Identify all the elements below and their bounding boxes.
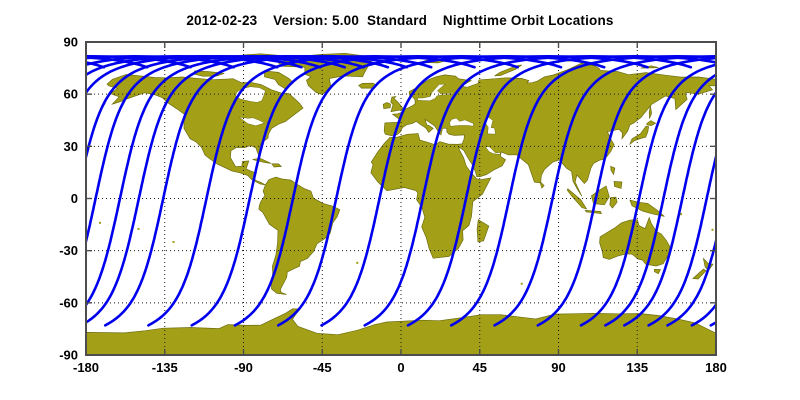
orbit-track [536,56,716,327]
x-axis-tick-label: 180 [705,360,727,375]
land-polygon [648,105,652,119]
land-polygon [238,116,266,127]
orbit-track [0,56,61,325]
land-polygon [610,165,616,176]
orbit-track [406,54,716,327]
land-polygon [258,176,341,295]
y-axis-tick-label: -90 [59,348,78,363]
plot-area [0,42,800,355]
land-polygon [485,146,501,155]
orbit-track [86,54,322,95]
land-polygon [417,83,455,102]
x-axis-tick-label: 90 [551,360,565,375]
land-polygon [449,117,474,127]
orbit-track [449,54,716,327]
land-polygon [702,257,714,271]
orbit-track [147,54,476,327]
land-polygon [629,125,649,146]
land-polygon [271,163,283,168]
small-island [356,261,359,264]
x-axis-tick-label: -90 [234,360,253,375]
orbit-track [363,54,693,327]
land-polygon [382,102,391,109]
small-island [172,240,175,243]
y-axis-tick-label: 60 [64,87,78,102]
y-axis-tick-label: -30 [59,243,78,258]
land-polygon [646,120,657,126]
land-polygon [390,96,404,113]
small-island [99,221,101,224]
land-polygon [370,62,716,259]
orbit-track [778,56,800,325]
orbit-track [647,151,716,327]
orbit-track [86,54,390,307]
x-axis-tick-label: 135 [626,360,648,375]
land-polygon [494,64,522,77]
orbit-track [493,55,716,327]
orbit-track [666,235,716,327]
orbit-track [604,73,716,327]
plot-title: 2012-02-23 Version: 5.00 Standard Nightt… [186,13,614,28]
land-polygon [476,219,490,243]
orbit-track [735,56,800,325]
y-axis-tick-label: 0 [71,191,78,206]
land-polygon [484,116,496,135]
x-axis-tick-label: 0 [397,360,404,375]
orbit-track [0,56,18,325]
orbit-track [622,90,716,327]
small-island [137,227,140,230]
small-island [711,228,714,231]
land-polygon [609,196,618,209]
orbit-track [86,54,365,247]
small-island [680,213,682,216]
x-axis-tick-label: -135 [152,360,178,375]
x-axis-tick-label: 45 [473,360,487,375]
plot-frame [85,41,717,356]
orbit-track [320,54,649,327]
land-polygon [654,269,661,275]
orbit-track [579,63,716,327]
orbit-track [709,320,716,327]
orbit-track [86,54,409,324]
land-polygon [613,181,623,189]
land-polygon [540,181,545,189]
land-polygon [566,188,588,210]
y-axis-tick-label: -60 [59,295,78,310]
y-axis-tick-label: 30 [64,139,78,154]
land-polygon [692,268,707,280]
land-polygon [86,308,716,355]
orbit-track [86,54,347,163]
small-island [520,282,523,285]
x-axis-tick-label: -180 [73,360,99,375]
orbit-track [103,54,433,327]
orbit-track [276,54,606,327]
orbit-track [233,54,563,327]
y-axis-tick-label: 90 [64,35,78,50]
x-axis-tick-label: -45 [313,360,332,375]
orbit-track [190,54,520,327]
